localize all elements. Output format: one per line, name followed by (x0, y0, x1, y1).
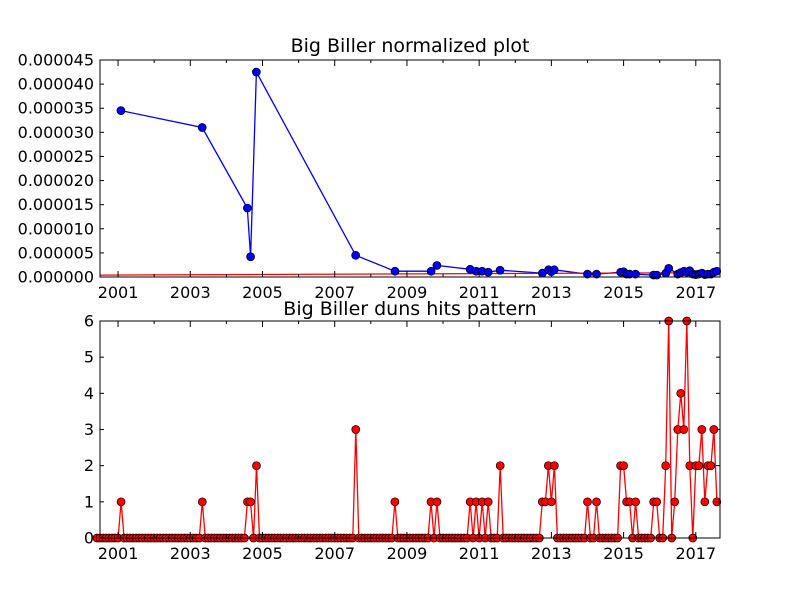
duns-hits-data-point (483, 497, 493, 507)
duns-hits-panel: Big Biller duns hits pattern 0 1 2 3 4 5 6 200… (84, 298, 722, 563)
duns-hits-data-point (706, 461, 716, 471)
normalized-xtick-label: 2011 (459, 283, 500, 302)
duns-hits-data-point (679, 425, 689, 434)
normalized-data-point (592, 269, 601, 279)
normalized-data-point (426, 266, 436, 276)
normalized-xtick-label: 2005 (242, 283, 283, 302)
normalized-ytick-label: 0.000035 (18, 99, 94, 118)
normalized-data-point (495, 265, 505, 275)
duns-hits-data-point (619, 461, 628, 471)
duns-hits-ytick-label: 6 (84, 312, 94, 331)
duns-hits-data-point (583, 497, 592, 507)
duns-hits-series-0-line (97, 320, 718, 539)
duns-hits-data-point (351, 425, 361, 434)
duns-hits-ytick-label: 0 (84, 529, 94, 548)
normalized-data-point (116, 106, 126, 115)
normalized-ytick-label: 0.000015 (18, 195, 94, 214)
duns-hits-data-point (246, 497, 255, 507)
normalized-plot-panel: Big Biller normalized plot 0.000000 0.000… (18, 35, 722, 302)
normalized-xtick-label: 2013 (531, 283, 572, 302)
normalized-data-point (242, 203, 252, 213)
duns-hits-data-point (697, 425, 707, 434)
normalized-ytick-label: 0.000045 (18, 51, 94, 70)
duns-hits-xtick-label: 2017 (675, 544, 716, 563)
duns-hits-xtick-label: 2005 (242, 544, 283, 563)
normalized-ytick-label: 0.000005 (18, 243, 94, 262)
duns-hits-data-point (432, 497, 442, 507)
normalized-xtick-label: 2001 (98, 283, 139, 302)
duns-hits-data-point (252, 461, 261, 471)
duns-hits-ytick-label: 1 (84, 492, 94, 511)
duns-hits-data-point (390, 497, 400, 507)
normalized-data-point (197, 123, 207, 132)
duns-hits-ytick-label: 4 (84, 384, 94, 403)
normalized-ytick-label: 0.000025 (18, 147, 94, 166)
normalized-plot-title: Big Biller normalized plot (291, 35, 530, 57)
duns-hits-xtick-label: 2015 (603, 544, 644, 563)
duns-hits-title: Big Biller duns hits pattern (283, 298, 536, 320)
duns-hits-ytick-label: 5 (84, 348, 94, 367)
normalized-xtick-label: 2003 (170, 283, 211, 302)
duns-hits-data-point (592, 497, 601, 507)
normalized-data-point (432, 261, 442, 270)
duns-hits-data-point (652, 497, 662, 507)
duns-hits-data-point (694, 461, 704, 471)
normalized-ytick-label: 0.000010 (18, 219, 94, 238)
normalized-ytick-label: 0.000040 (18, 75, 94, 94)
duns-hits-xtick-label: 2001 (98, 544, 139, 563)
normalized-xtick-label: 2009 (387, 283, 428, 302)
duns-hits-data-point (631, 497, 640, 507)
duns-hits-data-point (661, 461, 671, 471)
duns-hits-xtick-label: 2007 (314, 544, 355, 563)
normalized-xtick-label: 2015 (603, 283, 644, 302)
duns-hits-data-point (676, 388, 686, 398)
normalized-plot-frame (99, 59, 721, 278)
duns-hits-data-point (700, 497, 710, 507)
normalized-data-point (631, 269, 640, 279)
normalized-xtick-label: 2017 (675, 283, 716, 302)
normalized-data-point (712, 266, 722, 276)
duns-hits-xtick-label: 2009 (387, 544, 428, 563)
normalized-data-point (390, 266, 400, 276)
normalized-ytick-label: 0.000020 (18, 171, 94, 190)
duns-hits-data-point (547, 497, 556, 507)
duns-hits-ytick-label: 3 (84, 420, 94, 439)
normalized-data-point (351, 250, 361, 260)
duns-hits-data-point (670, 497, 680, 507)
normalized-data-point (483, 267, 493, 277)
normalized-ytick-label: 0.000030 (18, 123, 94, 142)
duns-hits-ytick-label: 2 (84, 456, 94, 475)
duns-hits-data-point (550, 461, 559, 471)
duns-hits-xtick-label: 2003 (170, 544, 211, 563)
normalized-data-point (246, 252, 255, 262)
duns-hits-xtick-label: 2013 (531, 544, 572, 563)
duns-hits-data-point (495, 461, 505, 471)
normalized-series-0-line (120, 69, 718, 276)
duns-hits-data-point (116, 497, 126, 507)
duns-hits-xtick-label: 2011 (459, 544, 500, 563)
normalized-data-point (252, 67, 261, 77)
normalized-ytick-label: 0.000000 (18, 268, 94, 287)
normalized-xtick-label: 2007 (314, 283, 355, 302)
duns-hits-data-point (197, 497, 207, 507)
normalized-data-point (549, 265, 559, 275)
normalized-data-point (664, 263, 674, 273)
